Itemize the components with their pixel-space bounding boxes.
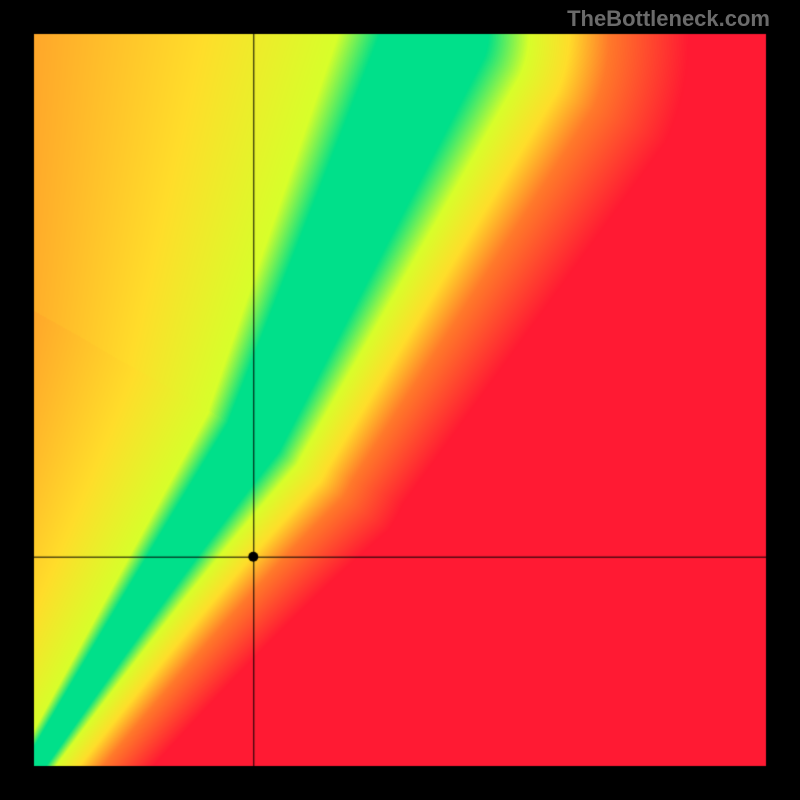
chart-container: TheBottleneck.com [0, 0, 800, 800]
bottleneck-heatmap [0, 0, 800, 800]
watermark-text: TheBottleneck.com [567, 6, 770, 32]
